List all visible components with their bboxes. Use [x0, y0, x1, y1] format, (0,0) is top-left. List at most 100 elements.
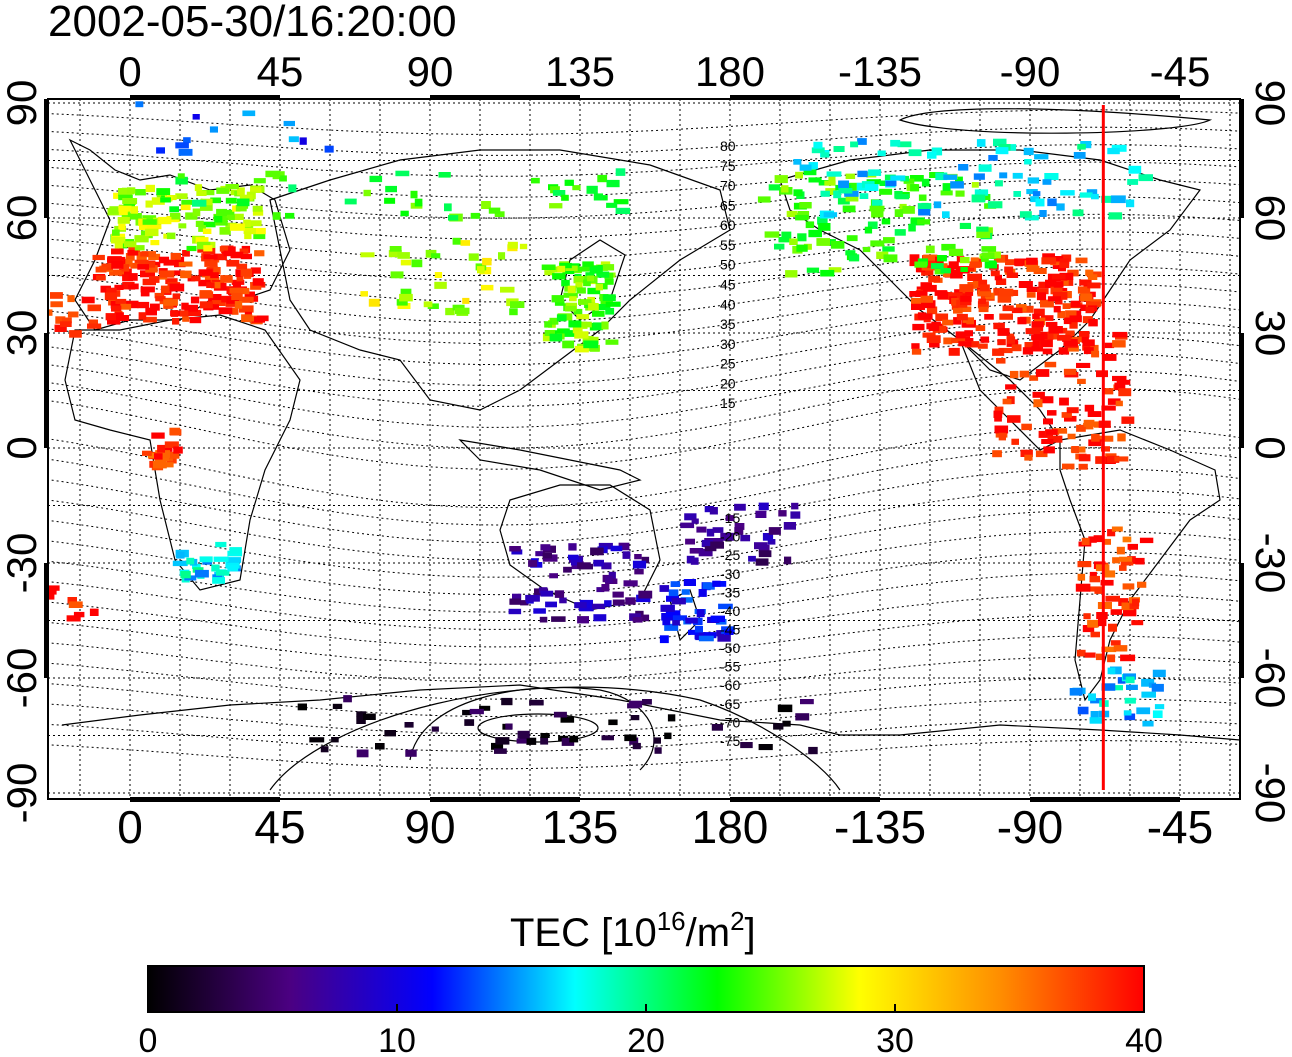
tec-sample — [734, 527, 744, 535]
tec-sample — [992, 348, 1005, 356]
tec-sample — [173, 446, 183, 454]
tec-sample — [494, 211, 505, 217]
tec-sample — [596, 587, 605, 593]
figure-title: 2002-05-30/16:20:00 — [48, 0, 457, 46]
tec-sample — [977, 289, 991, 297]
maglat-label: 35 — [720, 316, 736, 332]
tec-sample — [226, 297, 241, 304]
tec-sample — [977, 301, 989, 309]
maglat-label: 45 — [720, 277, 736, 293]
tec-sample — [210, 272, 219, 279]
maglat-label: 65 — [720, 197, 736, 213]
tec-sample — [272, 212, 281, 220]
tec-sample — [795, 214, 809, 221]
tec-sample — [549, 266, 564, 273]
tec-sample — [1042, 348, 1053, 355]
colorbar-tick-label: 20 — [627, 1022, 665, 1057]
lat-tick-label: 90 — [0, 80, 45, 127]
tec-sample — [479, 705, 491, 711]
tec-sample — [395, 170, 410, 177]
tec-sample — [618, 542, 630, 551]
tec-sample — [526, 737, 537, 745]
tec-sample — [824, 180, 836, 186]
tec-sample — [793, 159, 802, 165]
tec-sample — [567, 285, 576, 294]
tec-sample — [1091, 433, 1100, 442]
tec-sample — [239, 296, 254, 303]
tec-sample — [1122, 536, 1132, 543]
tec-sample — [767, 539, 776, 545]
maglat-label: -70 — [720, 714, 740, 730]
tec-sample — [867, 221, 878, 229]
tec-sample — [363, 713, 376, 720]
tec-sample — [683, 579, 696, 586]
tec-sample — [1063, 339, 1078, 346]
tec-sample — [142, 450, 152, 456]
tec-sample — [958, 164, 969, 171]
tec-sample — [672, 620, 680, 626]
tec-sample — [552, 190, 566, 196]
tec-sample — [107, 317, 121, 325]
maglat-label: -20 — [720, 529, 740, 545]
tec-sample — [399, 293, 413, 302]
tec-sample — [951, 337, 966, 344]
tec-sample — [396, 299, 408, 306]
tec-sample — [1067, 345, 1079, 352]
tec-sample — [219, 246, 229, 252]
tec-sample — [1045, 321, 1058, 327]
tec-sample — [1082, 625, 1095, 633]
tec-sample — [540, 544, 551, 551]
tec-sample — [953, 308, 963, 314]
maglat-label: -45 — [720, 622, 740, 638]
tec-sample — [583, 340, 599, 349]
tec-sample — [799, 164, 812, 171]
tec-sample — [994, 180, 1003, 187]
lon-tick-label: -45 — [1147, 801, 1213, 853]
tec-sample — [789, 238, 798, 245]
tec-sample — [54, 324, 67, 332]
tec-sample — [1033, 308, 1045, 316]
tec-sample — [959, 284, 974, 292]
tec-sample — [1025, 328, 1041, 335]
tec-sample — [917, 203, 932, 209]
tec-sample — [1079, 279, 1092, 286]
tec-sample — [384, 197, 396, 204]
tec-sample — [995, 278, 1007, 285]
tec-sample — [781, 185, 789, 193]
tec-sample — [1059, 397, 1069, 406]
tec-sample — [250, 267, 261, 274]
tec-sample — [368, 298, 380, 307]
tec-sample — [1065, 330, 1075, 336]
tec-sample — [976, 226, 989, 232]
tec-sample — [698, 589, 707, 597]
tec-sample — [1116, 546, 1125, 555]
tec-sample — [828, 267, 842, 273]
tec-sample — [1032, 340, 1042, 347]
tec-sample — [790, 511, 801, 519]
tec-sample — [943, 174, 958, 180]
tec-sample — [1119, 565, 1127, 571]
map-plot-area: 80 75 70 65 60 55 50 45 40 35 30 25 20 15 -15 -20 -25 -30… — [48, 99, 1240, 799]
tec-sample — [159, 270, 175, 278]
tec-sample — [151, 432, 165, 439]
tec-sample — [734, 503, 746, 511]
tec-sample — [178, 148, 193, 156]
tec-sample — [554, 300, 565, 306]
tec-sample — [706, 528, 715, 537]
tec-sample — [941, 243, 956, 251]
tec-sample — [883, 237, 895, 244]
tec-sample — [199, 290, 212, 298]
tec-sample — [581, 321, 592, 328]
tec-sample — [507, 241, 518, 249]
tec-sample — [109, 269, 124, 276]
tec-sample — [994, 414, 1002, 422]
tec-sample — [1100, 579, 1114, 586]
tec-sample — [186, 557, 195, 565]
tec-sample — [244, 291, 255, 298]
tec-sample — [254, 250, 265, 257]
tec-sample — [1090, 344, 1099, 353]
tec-sample — [610, 545, 623, 552]
tec-sample — [452, 304, 465, 311]
tec-sample — [512, 593, 522, 601]
